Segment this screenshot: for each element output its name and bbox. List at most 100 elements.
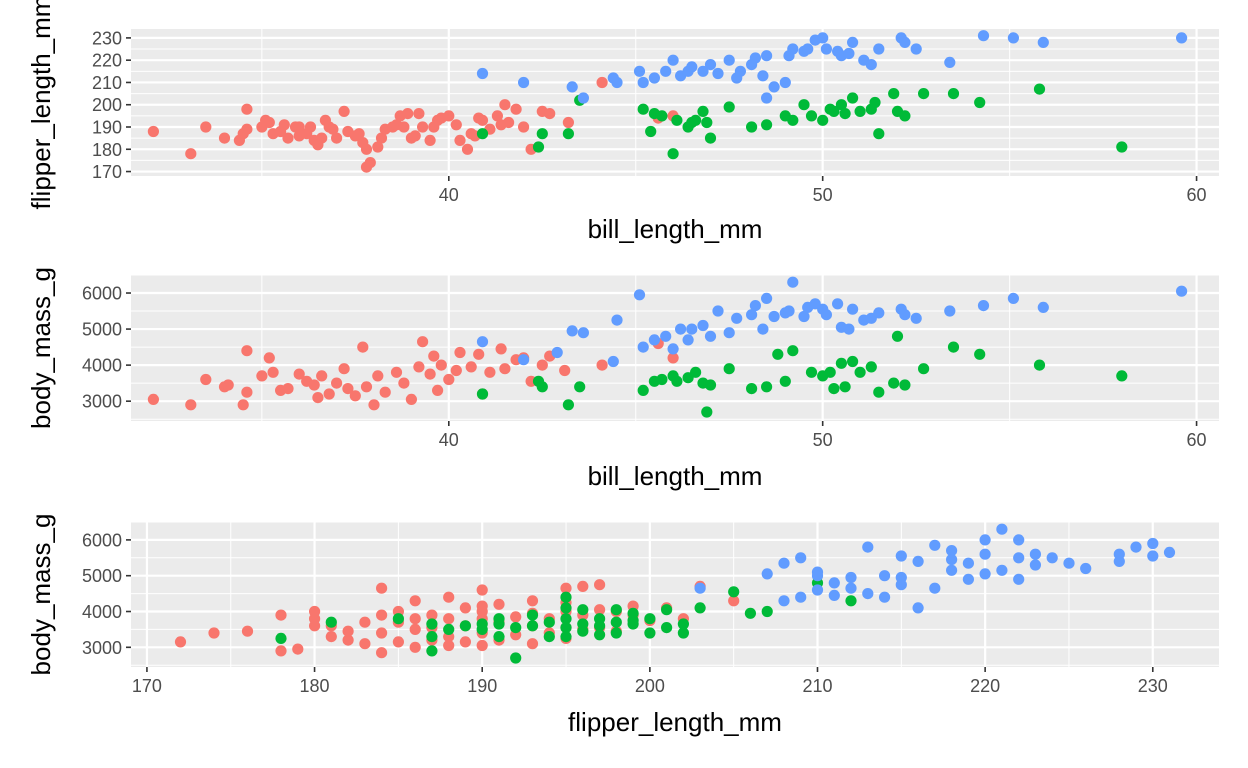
data-point — [275, 632, 287, 645]
data-point — [594, 579, 606, 591]
data-point — [493, 598, 505, 610]
data-point — [701, 406, 713, 418]
data-point — [637, 384, 649, 396]
data-point — [376, 609, 388, 621]
data-point — [1116, 141, 1128, 153]
data-point — [413, 108, 425, 120]
data-point — [342, 625, 354, 637]
series-3 — [476, 30, 1188, 104]
data-point — [566, 325, 578, 337]
data-point — [888, 377, 900, 389]
data-point — [275, 609, 287, 621]
data-point — [798, 310, 810, 323]
data-point — [637, 341, 649, 353]
data-point — [526, 638, 539, 650]
data-point — [1147, 537, 1159, 550]
data-point — [979, 534, 991, 546]
data-point — [873, 307, 885, 319]
data-point — [996, 523, 1008, 535]
data-point — [835, 357, 848, 369]
data-point — [402, 108, 414, 120]
data-point — [682, 334, 694, 346]
data-point — [443, 591, 455, 603]
data-point — [308, 379, 320, 391]
x-tick-label: 200 — [635, 676, 665, 696]
data-point — [944, 305, 956, 317]
data-point — [723, 101, 735, 113]
data-point — [946, 545, 958, 557]
data-point — [899, 110, 911, 122]
data-point — [450, 364, 462, 377]
data-point — [360, 381, 373, 393]
data-point — [817, 114, 829, 126]
scatter-panel-2: 40 50 60 3000 4000 5000 6000 bill_length_mm body… — [26, 267, 1219, 491]
data-point — [543, 631, 555, 643]
data-point — [656, 373, 668, 386]
data-point — [1029, 548, 1041, 560]
data-point — [510, 622, 522, 634]
data-point — [147, 125, 159, 138]
data-point — [353, 128, 365, 140]
data-point — [327, 123, 339, 135]
data-point — [476, 618, 488, 630]
x-axis-title: bill_length_mm — [588, 461, 763, 491]
x-tick-label: 50 — [813, 430, 833, 450]
data-point — [293, 368, 305, 380]
data-point — [888, 88, 900, 100]
scatter-panel-3: 170 180 190 200 210 220 230 3000 4000 5000 6000 fli… — [26, 514, 1219, 737]
data-point — [200, 373, 212, 386]
data-point — [828, 577, 840, 589]
data-point — [787, 276, 799, 288]
data-point — [454, 346, 466, 359]
data-point — [946, 564, 958, 576]
data-point — [667, 148, 679, 160]
data-point — [611, 314, 623, 326]
data-point — [443, 110, 455, 122]
data-point — [185, 399, 197, 411]
data-point — [633, 65, 646, 77]
data-point — [690, 366, 702, 378]
data-point — [1080, 562, 1092, 575]
data-point — [977, 300, 990, 312]
data-point — [723, 363, 735, 375]
data-point — [610, 627, 622, 639]
data-point — [879, 591, 891, 603]
data-point — [835, 99, 848, 111]
data-point — [865, 361, 877, 373]
data-point — [845, 595, 857, 607]
y-tick-label: 3000 — [82, 392, 122, 412]
data-point — [671, 375, 683, 387]
x-tick-label: 230 — [1138, 676, 1168, 696]
data-point — [331, 132, 343, 144]
data-point — [772, 348, 784, 360]
data-point — [899, 379, 911, 391]
data-point — [686, 61, 698, 73]
data-point — [372, 141, 384, 153]
data-point — [644, 613, 656, 625]
data-point — [761, 92, 773, 104]
data-point — [847, 303, 859, 315]
data-point — [1130, 541, 1142, 553]
data-point — [413, 361, 425, 373]
data-point — [962, 557, 975, 569]
data-point — [432, 384, 444, 396]
data-point — [661, 604, 673, 616]
data-point — [1063, 557, 1075, 569]
data-point — [746, 309, 758, 321]
data-point — [596, 359, 608, 371]
data-point — [532, 141, 545, 153]
x-axis-title: bill_length_mm — [588, 214, 763, 244]
x-tick-label: 180 — [300, 676, 330, 696]
data-point — [476, 128, 489, 140]
data-point — [977, 30, 990, 42]
data-point — [518, 76, 530, 89]
data-point — [974, 348, 986, 360]
data-point — [820, 309, 833, 321]
data-point — [768, 310, 780, 323]
data-point — [241, 103, 253, 115]
data-point — [610, 604, 622, 616]
data-point — [962, 573, 975, 585]
data-point — [1037, 301, 1049, 313]
data-point — [839, 381, 851, 393]
data-point — [832, 298, 844, 310]
